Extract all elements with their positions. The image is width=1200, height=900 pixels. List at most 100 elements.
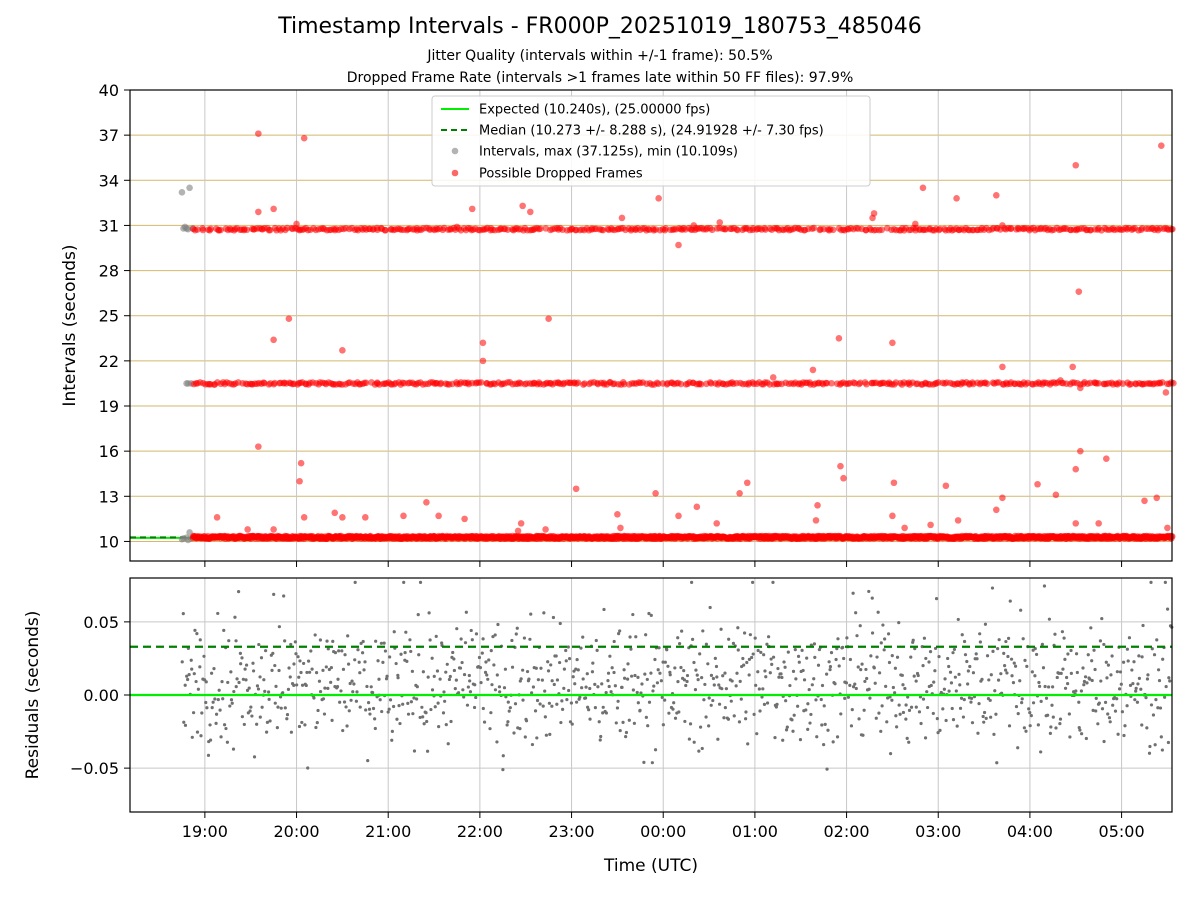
time-x-tick-label: 23:00 bbox=[548, 822, 594, 841]
residual-point bbox=[422, 722, 426, 726]
residual-point bbox=[363, 660, 367, 664]
residual-point bbox=[1050, 703, 1054, 707]
residual-point bbox=[300, 683, 305, 687]
residual-point bbox=[1003, 664, 1007, 668]
residual-point bbox=[546, 669, 551, 673]
residual-point bbox=[868, 696, 872, 700]
residual-point bbox=[354, 699, 358, 703]
residual-point bbox=[999, 672, 1003, 676]
residual-point bbox=[931, 711, 935, 716]
residual-point bbox=[992, 732, 996, 736]
residual-point bbox=[848, 657, 853, 662]
dropped-frame-point bbox=[652, 489, 659, 497]
residual-point bbox=[314, 671, 319, 675]
residual-point bbox=[668, 673, 672, 677]
legend-intervals-swatch bbox=[451, 147, 459, 155]
residual-point bbox=[616, 699, 620, 703]
residual-point bbox=[895, 655, 900, 659]
dropped-frame-point bbox=[271, 379, 279, 387]
residual-point bbox=[667, 711, 671, 715]
residual-point bbox=[1096, 722, 1100, 726]
residual-point bbox=[410, 669, 414, 673]
residual-point bbox=[1046, 713, 1050, 717]
residual-point bbox=[849, 724, 854, 728]
residual-point bbox=[907, 708, 912, 712]
residual-point bbox=[888, 752, 893, 756]
residual-point bbox=[463, 641, 468, 645]
residual-point bbox=[383, 649, 388, 653]
residual-point bbox=[987, 678, 991, 682]
time-x-tick-label: 00:00 bbox=[640, 822, 686, 841]
residuals-y-tick-label: −0.05 bbox=[70, 759, 119, 778]
residual-point bbox=[978, 640, 982, 644]
residual-point bbox=[612, 670, 616, 675]
residual-point bbox=[1021, 637, 1025, 641]
residual-point bbox=[425, 719, 429, 724]
residual-point bbox=[744, 717, 748, 721]
residual-point bbox=[1044, 696, 1049, 700]
dropped-frame-point bbox=[479, 357, 487, 365]
residual-point bbox=[1117, 687, 1122, 691]
residual-point bbox=[618, 728, 622, 733]
residual-point bbox=[306, 766, 310, 770]
residual-point bbox=[982, 720, 986, 724]
residual-point bbox=[514, 632, 518, 636]
residual-point bbox=[947, 664, 951, 669]
chart-title: Timestamp Intervals - FR000P_20251019_18… bbox=[278, 14, 922, 39]
residual-point bbox=[190, 667, 194, 671]
dropped-frame-point bbox=[217, 226, 224, 234]
residual-point bbox=[396, 673, 400, 677]
residual-point bbox=[272, 592, 276, 597]
residual-point bbox=[312, 696, 316, 700]
residual-point bbox=[900, 673, 904, 677]
residual-point bbox=[1106, 712, 1110, 716]
residual-point bbox=[994, 712, 998, 716]
residual-point bbox=[713, 656, 717, 661]
residual-point bbox=[236, 589, 241, 594]
residual-point bbox=[226, 680, 230, 685]
residual-point bbox=[676, 680, 680, 684]
residual-point bbox=[692, 660, 696, 665]
residual-point bbox=[1161, 657, 1165, 661]
residual-point bbox=[828, 668, 832, 672]
residual-point bbox=[434, 634, 438, 638]
residual-point bbox=[901, 710, 906, 715]
dropped-frame-point bbox=[697, 380, 705, 388]
residual-point bbox=[1125, 704, 1129, 708]
residual-point bbox=[721, 674, 725, 678]
residual-point bbox=[547, 701, 551, 705]
residual-point bbox=[763, 669, 767, 673]
residual-point bbox=[462, 672, 467, 677]
residual-point bbox=[815, 735, 819, 739]
residual-point bbox=[1006, 654, 1010, 659]
residual-point bbox=[905, 736, 909, 741]
residual-point bbox=[1168, 679, 1172, 683]
residual-point bbox=[304, 683, 308, 688]
residual-point bbox=[1102, 739, 1106, 744]
residual-point bbox=[678, 642, 682, 646]
residual-point bbox=[1133, 698, 1137, 702]
residual-point bbox=[1144, 696, 1148, 700]
dropped-frame-point bbox=[453, 223, 461, 231]
residual-point bbox=[907, 740, 911, 744]
residual-point bbox=[388, 698, 393, 702]
residual-point bbox=[859, 667, 863, 672]
residual-point bbox=[346, 662, 351, 666]
residual-point bbox=[665, 648, 669, 652]
residual-point bbox=[793, 648, 797, 652]
residual-point bbox=[442, 690, 446, 694]
residual-point bbox=[535, 736, 539, 740]
residual-point bbox=[977, 702, 981, 706]
residual-point bbox=[308, 670, 312, 674]
residual-point bbox=[503, 667, 508, 671]
residual-point bbox=[1024, 729, 1028, 733]
residual-point bbox=[1055, 675, 1059, 680]
residual-point bbox=[336, 677, 340, 681]
residual-point bbox=[684, 683, 688, 688]
residual-point bbox=[1003, 668, 1008, 672]
residual-point bbox=[1084, 736, 1088, 741]
residual-point bbox=[468, 679, 472, 683]
residual-point bbox=[856, 665, 860, 669]
residual-point bbox=[202, 654, 206, 658]
